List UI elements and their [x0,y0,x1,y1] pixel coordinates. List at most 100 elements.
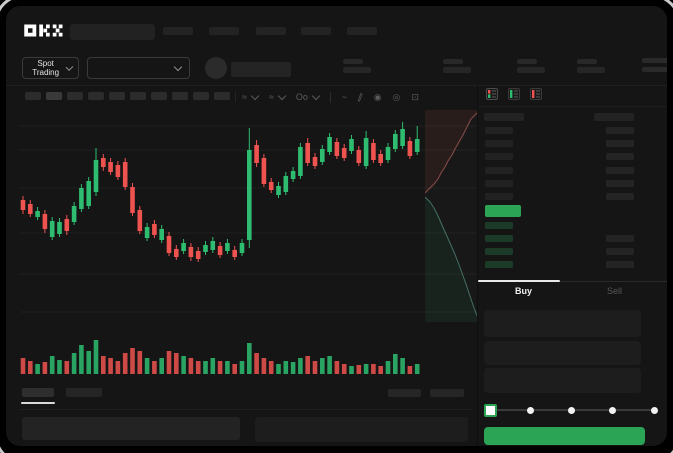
orders-panel-placeholder [22,417,240,440]
bid-amount-placeholder-3 [606,248,634,255]
ticker-stat-value-placeholder-2 [443,67,471,73]
line-tool-icon[interactable]: ~ [341,92,348,102]
ticker-stat-label-placeholder-1 [343,59,363,64]
buy-submit-button[interactable] [484,427,645,445]
nav-search-placeholder[interactable] [70,24,155,40]
candlestick-chart[interactable] [20,110,478,378]
orderbook-asks-only-view-icon[interactable] [530,88,542,100]
pair-selector[interactable] [87,57,190,79]
ask-price-placeholder-3 [485,153,513,160]
bid-amount-placeholder-2 [606,235,634,242]
active-tab-underline [21,402,55,404]
slider-stop-3[interactable] [568,406,575,414]
ticker-stat-value-placeholder-3 [517,67,545,73]
toolbar-divider [329,91,331,103]
compare-icon[interactable]: ≈ [269,90,287,104]
drawing-tool-icon[interactable]: ∥ [356,91,365,103]
orderbook-column-divider [477,85,478,446]
slider-stop-4[interactable] [609,406,617,414]
chevron-down-icon [65,63,74,71]
tab-sell[interactable]: Sell [606,286,622,296]
buy-tab-indicator [478,280,560,282]
toolbar-divider [235,91,236,102]
market-type-selector[interactable]: Spot Trading [22,57,79,79]
indicators-icon[interactable]: Oo [296,90,321,104]
toolbar-line-2[interactable] [642,67,667,72]
tab-buy[interactable]: Buy [514,286,532,296]
chevron-down-icon [277,91,287,101]
ticker-stat-value-placeholder-4 [577,67,605,73]
chevron-down-icon [173,62,183,72]
panel-action-placeholder-1[interactable] [388,389,421,397]
slider-stop-5[interactable] [650,406,658,414]
coin-avatar [205,57,227,79]
amount-input-placeholder[interactable] [484,341,641,365]
bid-price-placeholder-2 [485,235,513,242]
ticker-stat-value-placeholder-1 [343,67,371,73]
ask-amount-placeholder-5 [606,180,634,187]
ticker-stat-label-placeholder-4 [577,59,597,64]
ask-price-placeholder-5 [485,180,513,187]
nav-item-placeholder-1[interactable] [163,27,193,35]
ask-amount-placeholder-6 [606,193,634,200]
ask-price-placeholder-4 [485,167,513,174]
timeframe-button-10[interactable] [214,92,230,100]
okx-logo [24,24,63,37]
ask-amount-placeholder-1 [606,127,634,134]
timeframe-button-2[interactable] [46,92,62,100]
fullscreen-icon[interactable]: ⊡ [411,92,419,102]
pair-name-placeholder [231,62,291,77]
timeframe-button-3[interactable] [67,92,83,100]
depth-chart [425,110,478,322]
orderbook-combined-view-icon[interactable] [486,88,498,100]
bid-price-placeholder-3 [485,248,513,255]
panel-action-placeholder-2[interactable] [430,389,464,397]
okx-app-window: Spot Trading ≈ ≈ Oo ~ ∥ ◉ ◎ ⊡ [6,6,667,446]
timeframe-button-9[interactable] [193,92,209,100]
timeframe-button-1[interactable] [25,92,41,100]
nav-item-placeholder-5[interactable] [347,27,377,35]
nav-item-placeholder-4[interactable] [301,27,331,35]
screenshot-icon[interactable]: ◉ [373,92,382,102]
amount-slider-handle[interactable] [484,404,497,417]
toolbar-line-1[interactable] [642,58,667,63]
timeframe-button-5[interactable] [109,92,125,100]
orderbook-price-header-placeholder [484,113,524,121]
bid-price-placeholder-1 [485,222,513,229]
ticker-stat-label-placeholder-3 [517,59,537,64]
chart-style-icon[interactable]: ≈ [242,90,260,104]
ticker-stat-label-placeholder-2 [443,59,463,64]
trade-tabs-divider [478,281,667,282]
total-input-placeholder[interactable] [484,368,641,393]
ask-price-placeholder-2 [485,140,513,147]
timeframe-button-4[interactable] [88,92,104,100]
chevron-down-icon [311,91,321,101]
ask-amount-placeholder-2 [606,140,634,147]
tab-history-placeholder[interactable] [66,388,102,397]
price-input-placeholder[interactable] [484,310,641,337]
timeframe-button-6[interactable] [130,92,146,100]
market-type-label: Spot Trading [32,59,60,77]
orderbook-header-divider [478,106,667,107]
bid-amount-placeholder-4 [606,261,634,268]
ask-amount-placeholder-4 [606,167,634,174]
ask-price-placeholder-1 [485,127,513,134]
orderbook-bids-only-view-icon[interactable] [508,88,520,100]
orderbook-amount-header-placeholder [594,113,634,121]
history-icon[interactable]: ◎ [392,92,401,102]
nav-item-placeholder-2[interactable] [209,27,239,35]
header-divider [6,85,667,86]
nav-item-placeholder-3[interactable] [256,27,286,35]
last-price-highlight [485,205,521,217]
ask-amount-placeholder-3 [606,153,634,160]
timeframe-button-7[interactable] [151,92,167,100]
tab-orders-placeholder[interactable] [22,388,54,397]
ask-price-placeholder-6 [485,193,513,200]
timeframe-button-8[interactable] [172,92,188,100]
slider-stop-2[interactable] [526,406,534,414]
chevron-down-icon [250,91,260,101]
assets-panel-placeholder [255,417,468,442]
bid-price-placeholder-4 [485,261,513,268]
orders-panel-divider [20,409,472,410]
